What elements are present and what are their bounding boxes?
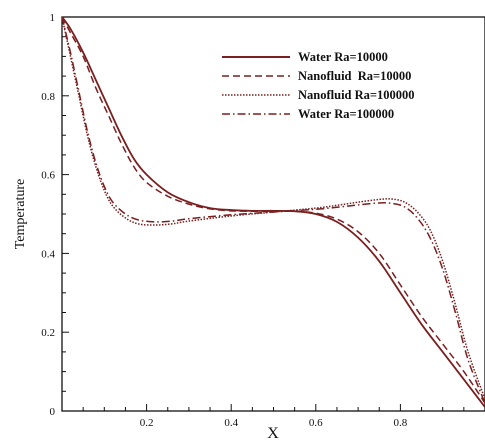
y-tick-label: 0.4 — [41, 248, 55, 260]
x-axis-title: X — [267, 425, 279, 441]
y-tick-label: 0.8 — [41, 91, 55, 103]
legend: Water Ra=10000 Nanofluid Ra=10000 Nanoflui… — [222, 50, 415, 121]
plot-frame — [61, 16, 485, 412]
series-line-4 — [61, 16, 485, 404]
y-tick-label: 1 — [50, 12, 56, 24]
x-tick-label: 0.6 — [309, 417, 323, 429]
y-axis-title: Temperature — [13, 179, 28, 250]
x-tick-label: 0.4 — [224, 417, 238, 429]
y-tick-label: 0.2 — [41, 327, 55, 339]
axis-tick-labels: 0.2 0.4 0.6 0.8 0 0.2 0.4 0.6 0.8 1 — [41, 12, 408, 429]
series-lines — [61, 16, 485, 408]
x-tick-label: 0.2 — [140, 417, 154, 429]
y-tick-label: 0.6 — [41, 170, 55, 182]
legend-label-4: Water Ra=100000 — [298, 107, 394, 121]
legend-label-3: Nanofluid Ra=100000 — [298, 88, 415, 102]
x-tick-label: 0.8 — [394, 417, 408, 429]
legend-label-2: Nanofluid Ra=10000 — [298, 69, 411, 83]
series-line-3 — [61, 16, 485, 400]
y-tick-label: 0 — [50, 406, 56, 418]
axis-ticks — [62, 16, 465, 412]
legend-label-1: Water Ra=10000 — [298, 50, 388, 64]
series-line-2 — [61, 16, 485, 404]
